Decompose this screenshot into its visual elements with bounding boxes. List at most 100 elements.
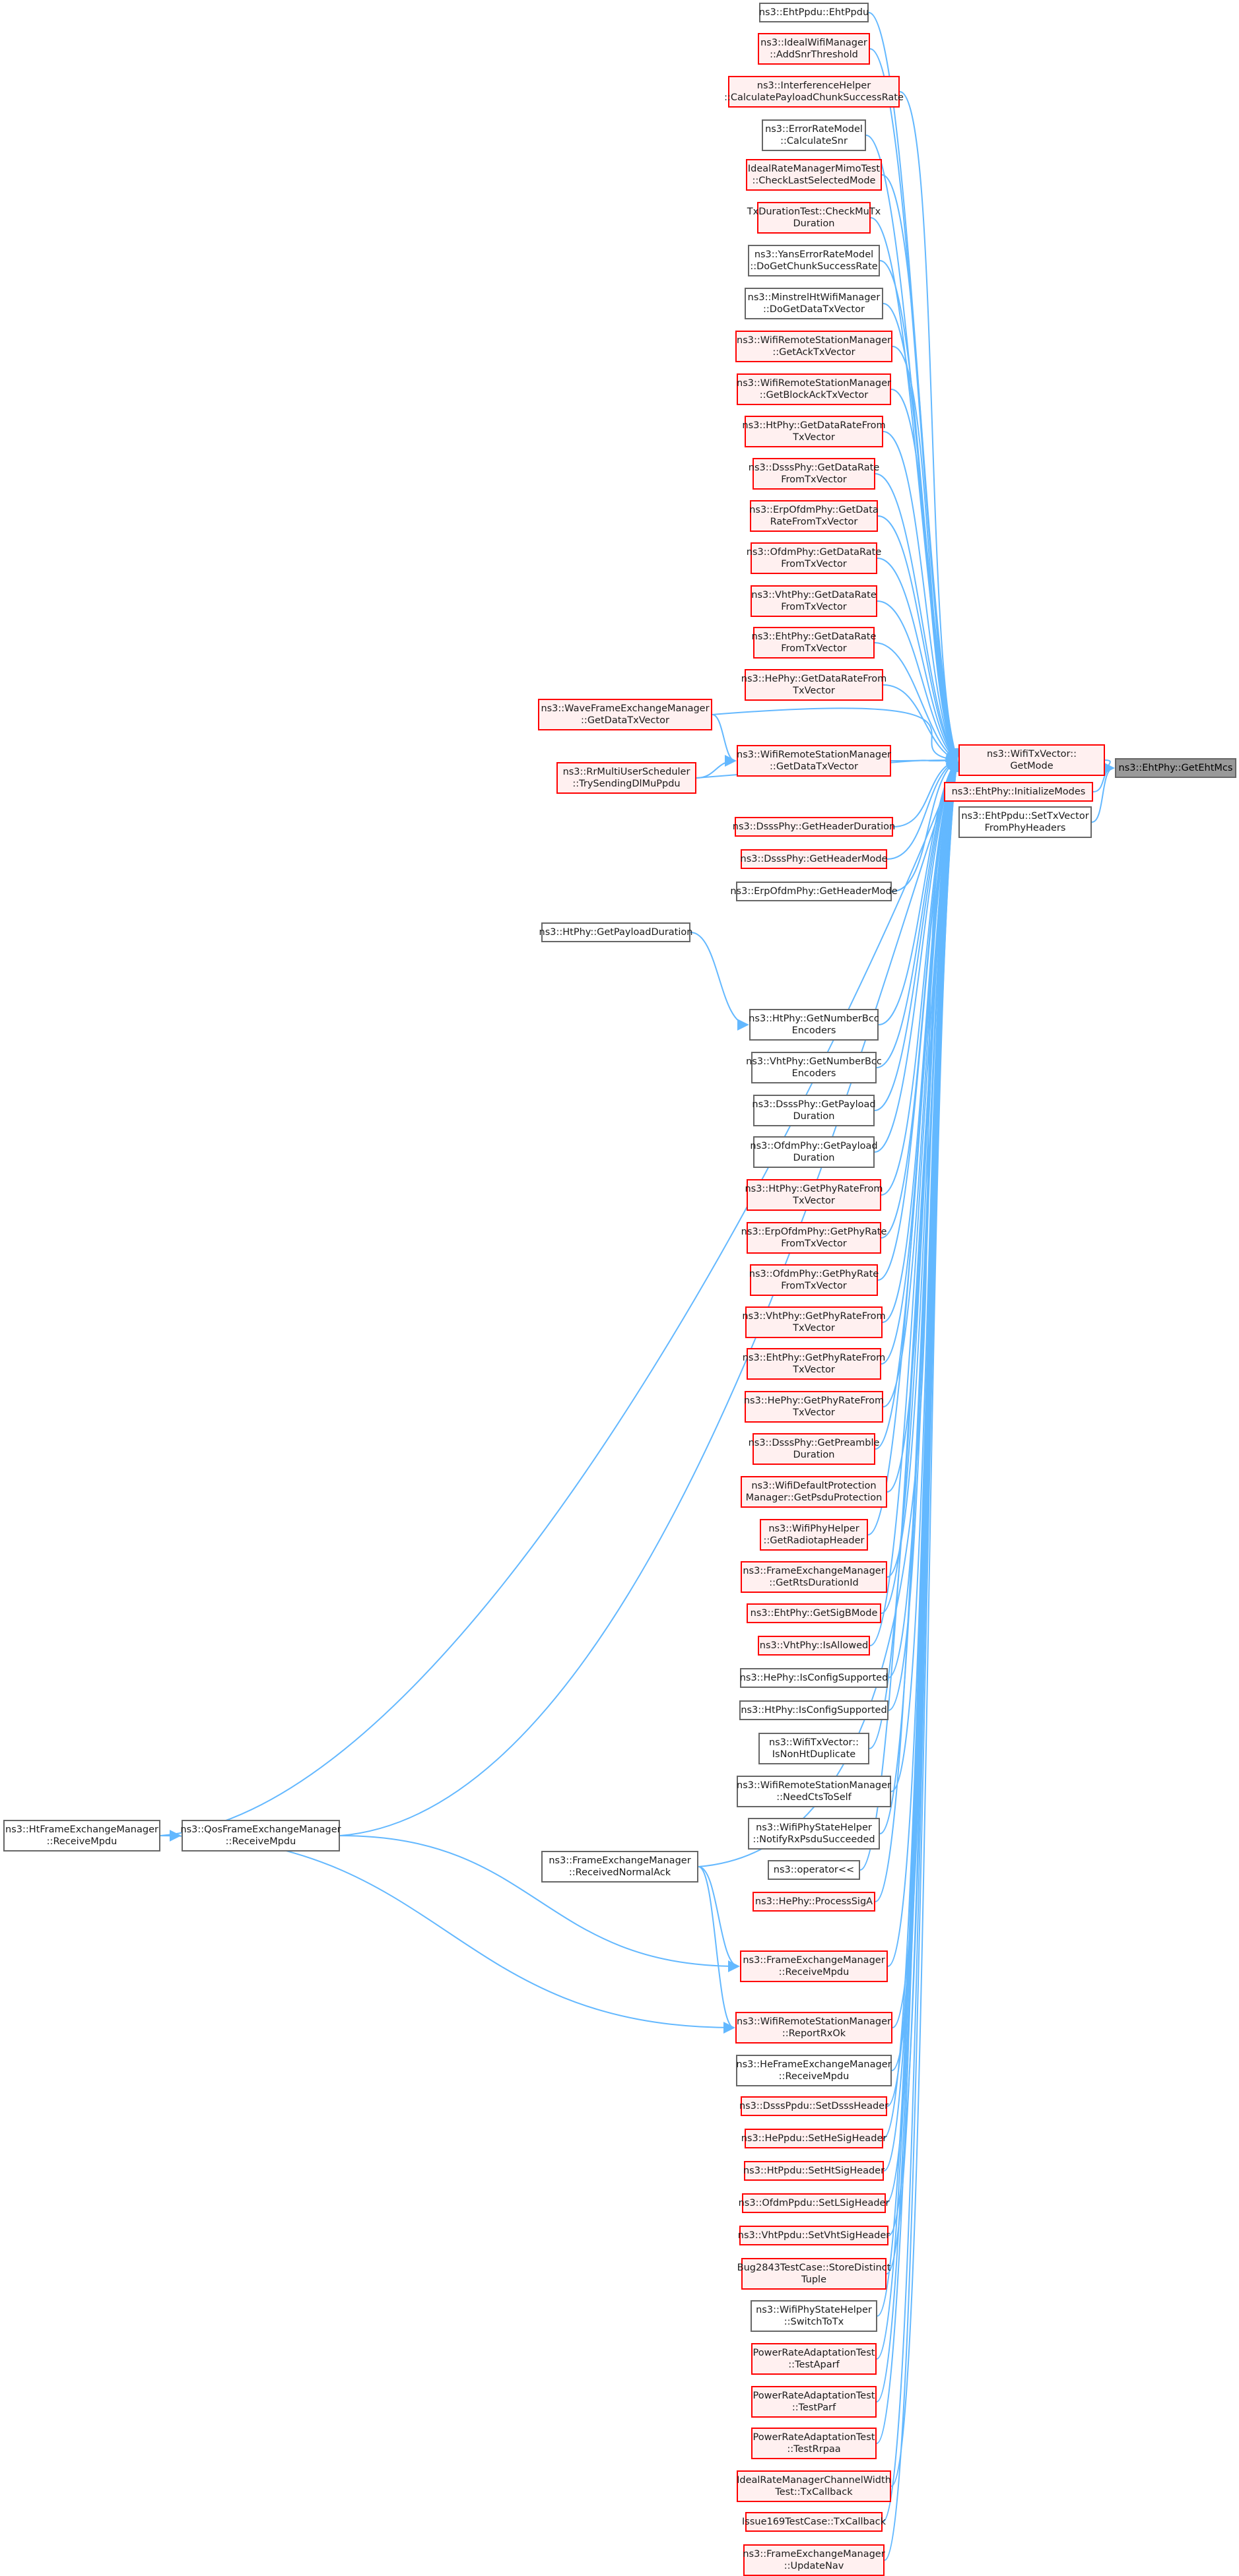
node-ns3-idealwifimanager-addsnrthreshold[interactable]: ns3::IdealWifiManager::AddSnrThreshold: [758, 33, 870, 65]
node-ns3-wifitxvector-isnonhtduplicate[interactable]: ns3::WifiTxVector:: IsNonHtDuplicate: [758, 1733, 869, 1764]
node-powerrateadaptationtest-testparf[interactable]: PowerRateAdaptationTest::TestParf: [751, 2386, 877, 2418]
node-ns3-wifiphystatehelper-notifyrxpsdusucceeded[interactable]: ns3::WifiPhyStateHelper::NotifyRxPsduSuc…: [748, 1818, 880, 1850]
node-ns3-htppdu-sethtsigheader[interactable]: ns3::HtPpdu::SetHtSigHeader: [743, 2161, 885, 2181]
node-label-line: ns3::WifiPhyStateHelper: [756, 1822, 872, 1833]
node-ns3-ehtphy-getphyratefrom-txvector[interactable]: ns3::EhtPhy::GetPhyRateFrom TxVector: [743, 1348, 885, 1380]
node-ns3-ehtppdu-settxvector-fromphyheaders[interactable]: ns3::EhtPpdu::SetTxVector FromPhyHeaders: [958, 806, 1092, 838]
node-ns3-heppdu-sethesigheader[interactable]: ns3::HePpdu::SetHeSigHeader: [741, 2129, 887, 2148]
node-label-line: Encoders: [791, 1025, 836, 1036]
node-ns3-htphy-getphyratefrom-txvector[interactable]: ns3::HtPhy::GetPhyRateFrom TxVector: [745, 1179, 883, 1211]
node-ns3-vhtphy-getnumberbcc-encoders[interactable]: ns3::VhtPhy::GetNumberBcc Encoders: [746, 1052, 882, 1083]
node-ns3-qosframeexchangemanager-receivempdu[interactable]: ns3::QosFrameExchangeManager::ReceiveMpd…: [180, 1820, 341, 1852]
node-ns3-wifiremotestationmanager-reportrxok[interactable]: ns3::WifiRemoteStationManager::ReportRxO…: [735, 2012, 892, 2044]
node-label-line: ns3::FrameExchangeManager: [549, 1855, 691, 1866]
node-ns3-ofdmppdu-setlsigheader[interactable]: ns3::OfdmPpdu::SetLSigHeader: [739, 2193, 889, 2213]
node-label-line: ::GetDataTxVector: [581, 715, 669, 726]
node-ns3-ofdmphy-getphyrate-fromtxvector[interactable]: ns3::OfdmPhy::GetPhyRate FromTxVector: [749, 1264, 879, 1296]
node-ns3-htphy-getnumberbcc-encoders[interactable]: ns3::HtPhy::GetNumberBcc Encoders: [749, 1009, 879, 1041]
node-ns3-waveframeexchangemanager-getdatatxvector[interactable]: ns3::WaveFrameExchangeManager::GetDataTx…: [538, 699, 712, 730]
node-ns3-hephy-getphyratefrom-txvector[interactable]: ns3::HePhy::GetPhyRateFrom TxVector: [744, 1391, 884, 1423]
node-ns3-frameexchangemanager-receivempdu[interactable]: ns3::FrameExchangeManager::ReceiveMpdu: [740, 1950, 888, 1982]
node-ns3-dsssphy-getdatarate-fromtxvector[interactable]: ns3::DsssPhy::GetDataRate FromTxVector: [749, 458, 879, 490]
node-ns3-erpofdmphy-getdata-ratefromtxvector[interactable]: ns3::ErpOfdmPhy::GetData RateFromTxVector: [749, 500, 879, 532]
node-ns3-wifitxvector-getmode[interactable]: ns3::WifiTxVector:: GetMode: [958, 744, 1105, 776]
node-label-line: TxVector: [793, 1323, 835, 1334]
node-powerrateadaptationtest-testaparf[interactable]: PowerRateAdaptationTest::TestAparf: [751, 2343, 877, 2375]
node-ns3-wifiremotestationmanager-getacktxvector[interactable]: ns3::WifiRemoteStationManager::GetAckTxV…: [735, 331, 892, 362]
node-label-line: ns3::EhtPhy::GetEhtMcs: [1118, 763, 1233, 773]
node-ns3-vhtphy-getdatarate-fromtxvector[interactable]: ns3::VhtPhy::GetDataRate FromTxVector: [751, 585, 877, 617]
node-label-line: ns3::VhtPhy::IsAllowed: [759, 1640, 869, 1651]
node-ns3-ehtphy-getsigbmode[interactable]: ns3::EhtPhy::GetSigBMode: [747, 1603, 881, 1623]
node-ns3-frameexchangemanager-receivednormalack[interactable]: ns3::FrameExchangeManager::ReceivedNorma…: [541, 1851, 698, 1883]
node-ns3-wifiphyhelper-getradiotapheader[interactable]: ns3::WifiPhyHelper::GetRadiotapHeader: [760, 1519, 868, 1551]
node-label-line: ns3::WifiPhyHelper: [768, 1524, 859, 1534]
node-label-line: ns3::WifiRemoteStationManager: [737, 750, 891, 760]
node-label-line: ns3::HePhy::IsConfigSupported: [739, 1673, 888, 1683]
node-ns3-interferencehelper-calculatepayloadchunksuccessrate[interactable]: ns3::InterferenceHelper::CalculatePayloa…: [724, 76, 904, 108]
node-ns3-wifiremotestationmanager-getdatatxvector[interactable]: ns3::WifiRemoteStationManager::GetDataTx…: [737, 745, 891, 777]
node-ns3-erpofdmphy-getheadermode[interactable]: ns3::ErpOfdmPhy::GetHeaderMode: [730, 882, 898, 901]
node-label-line: ns3::OfdmPhy::GetDataRate: [746, 547, 882, 558]
node-ns3-wifiremotestationmanager-getblockacktxvector[interactable]: ns3::WifiRemoteStationManager::GetBlockA…: [737, 373, 891, 405]
node-label-line: ns3::DsssPpdu::SetDsssHeader: [739, 2101, 889, 2111]
node-label-line: ns3::ErpOfdmPhy::GetHeaderMode: [730, 886, 898, 897]
node-label-line: ns3::HtFrameExchangeManager: [5, 1824, 158, 1835]
node-ns3-dsssphy-getheaderduration[interactable]: ns3::DsssPhy::GetHeaderDuration: [733, 817, 895, 837]
node-ns3-yanserrorratemodel-dogetchunksuccessrate[interactable]: ns3::YansErrorRateModel::DoGetChunkSucce…: [748, 245, 880, 276]
call-edge: [892, 346, 958, 761]
node-ns3-wifiremotestationmanager-needctstoself[interactable]: ns3::WifiRemoteStationManager::NeedCtsTo…: [737, 1776, 891, 1807]
node-ns3-errorratemodel-calculatesnr[interactable]: ns3::ErrorRateModel::CalculateSnr: [762, 119, 866, 151]
node-idealratemanagerchannelwidth-test-txcallback[interactable]: IdealRateManagerChannelWidth Test::TxCall…: [737, 2470, 891, 2502]
node-ns3-dsssppdu-setdsssheader[interactable]: ns3::DsssPpdu::SetDsssHeader: [739, 2096, 889, 2116]
node-ns3-heframeexchangemanager-receivempdu[interactable]: ns3::HeFrameExchangeManager::ReceiveMpdu: [736, 2055, 892, 2086]
node-powerrateadaptationtest-testrrpaa[interactable]: PowerRateAdaptationTest::TestRrpaa: [751, 2428, 877, 2459]
node-label-line: ns3::EhtPhy::GetPhyRateFrom: [742, 1353, 886, 1363]
node-ns3-vhtppdu-setvhtsigheader[interactable]: ns3::VhtPpdu::SetVhtSigHeader: [738, 2226, 890, 2245]
node-ns3-ehtphy-getdatarate-fromtxvector[interactable]: ns3::EhtPhy::GetDataRate FromTxVector: [752, 627, 876, 659]
node-ns3-htphy-isconfigsupported[interactable]: ns3::HtPhy::IsConfigSupported: [739, 1700, 888, 1720]
node-label-line: TxDurationTest::CheckMuTx: [747, 207, 881, 217]
node-ns3-vhtphy-isallowed[interactable]: ns3::VhtPhy::IsAllowed: [758, 1636, 870, 1656]
node-ns3-dsssphy-getpreamble-duration[interactable]: ns3::DsssPhy::GetPreamble Duration: [749, 1433, 879, 1465]
node-label-line: Encoders: [791, 1068, 836, 1079]
node-ns3-dsssphy-getheadermode[interactable]: ns3::DsssPhy::GetHeaderMode: [741, 849, 887, 869]
node-label-line: ns3::DsssPhy::GetDataRate: [748, 463, 880, 473]
node-ns3-htphy-getpayloadduration[interactable]: ns3::HtPhy::GetPayloadDuration: [539, 922, 692, 942]
node-ns3-operator[interactable]: ns3::operator<<: [768, 1860, 860, 1880]
node-ns3-htframeexchangemanager-receivempdu[interactable]: ns3::HtFrameExchangeManager::ReceiveMpdu: [3, 1820, 160, 1852]
node-ns3-vhtphy-getphyratefrom-txvector[interactable]: ns3::VhtPhy::GetPhyRateFrom TxVector: [742, 1306, 886, 1338]
node-ns3-frameexchangemanager-getrtsdurationid[interactable]: ns3::FrameExchangeManager::GetRtsDuratio…: [741, 1561, 887, 1593]
node-ns3-wifidefaultprotection-manager-getpsduprotection[interactable]: ns3::WifiDefaultProtection Manager::GetPs…: [741, 1476, 887, 1508]
node-ns3-ehtppdu-ehtppdu[interactable]: ns3::EhtPpdu::EhtPpdu: [759, 3, 869, 22]
node-txdurationtest-checkmutx-duration[interactable]: TxDurationTest::CheckMuTx Duration: [747, 202, 881, 234]
node-label-line: ns3::RrMultiUserScheduler: [562, 767, 690, 777]
node-ns3-ehtphy-initializemodes[interactable]: ns3::EhtPhy::InitializeModes: [944, 782, 1093, 802]
node-ns3-rrmultiuserscheduler-trysendingdlmuppdu[interactable]: ns3::RrMultiUserScheduler::TrySendingDlM…: [556, 762, 696, 794]
node-label-line: FromTxVector: [781, 559, 847, 569]
node-ns3-hephy-isconfigsupported[interactable]: ns3::HePhy::IsConfigSupported: [740, 1668, 888, 1688]
node-label-line: ns3::YansErrorRateModel: [754, 249, 874, 260]
node-bug2843testcase-storedistinct-tuple[interactable]: Bug2843TestCase::StoreDistinct Tuple: [737, 2258, 890, 2290]
node-label-line: ::UpdateNav: [784, 2561, 844, 2571]
node-ns3-wifiphystatehelper-switchtotx[interactable]: ns3::WifiPhyStateHelper::SwitchToTx: [751, 2300, 877, 2332]
node-ns3-htphy-getdataratefrom-txvector[interactable]: ns3::HtPhy::GetDataRateFrom TxVector: [742, 416, 886, 447]
node-label-line: ns3::HePpdu::SetHeSigHeader: [741, 2133, 887, 2144]
node-ns3-hephy-getdataratefrom-txvector[interactable]: ns3::HePhy::GetDataRateFrom TxVector: [741, 669, 887, 701]
node-idealratemanagermimotest-checklastselectedmode[interactable]: IdealRateManagerMimoTest::CheckLastSelec…: [746, 159, 882, 191]
node-ns3-hephy-processsiga[interactable]: ns3::HePhy::ProcessSigA: [753, 1892, 875, 1912]
node-label-line: ns3::ErrorRateModel: [765, 124, 863, 135]
node-ns3-ofdmphy-getdatarate-fromtxvector[interactable]: ns3::OfdmPhy::GetDataRate FromTxVector: [747, 542, 881, 574]
node-ns3-frameexchangemanager-updatenav[interactable]: ns3::FrameExchangeManager::UpdateNav: [743, 2544, 885, 2576]
node-ns3-ofdmphy-getpayload-duration[interactable]: ns3::OfdmPhy::GetPayload Duration: [750, 1136, 878, 1168]
node-issue169testcase-txcallback[interactable]: Issue169TestCase::TxCallback: [742, 2512, 886, 2532]
node-label-line: ns3::OfdmPhy::GetPhyRate: [749, 1269, 879, 1279]
node-label-line: ::GetDataTxVector: [770, 761, 858, 772]
node-label-line: ::CalculateSnr: [780, 136, 848, 146]
node-ns3-erpofdmphy-getphyrate-fromtxvector[interactable]: ns3::ErpOfdmPhy::GetPhyRate FromTxVector: [741, 1222, 887, 1254]
node-label-line: ns3::HtPpdu::SetHtSigHeader: [743, 2166, 885, 2176]
node-ns3-minstrelhtwifimanager-dogetdatatxvector[interactable]: ns3::MinstrelHtWifiManager::DoGetDataTxV…: [745, 288, 883, 319]
node-ns3-dsssphy-getpayload-duration[interactable]: ns3::DsssPhy::GetPayload Duration: [752, 1095, 876, 1126]
call-edge: [881, 759, 958, 1196]
node-label-line: GetMode: [1010, 761, 1054, 771]
